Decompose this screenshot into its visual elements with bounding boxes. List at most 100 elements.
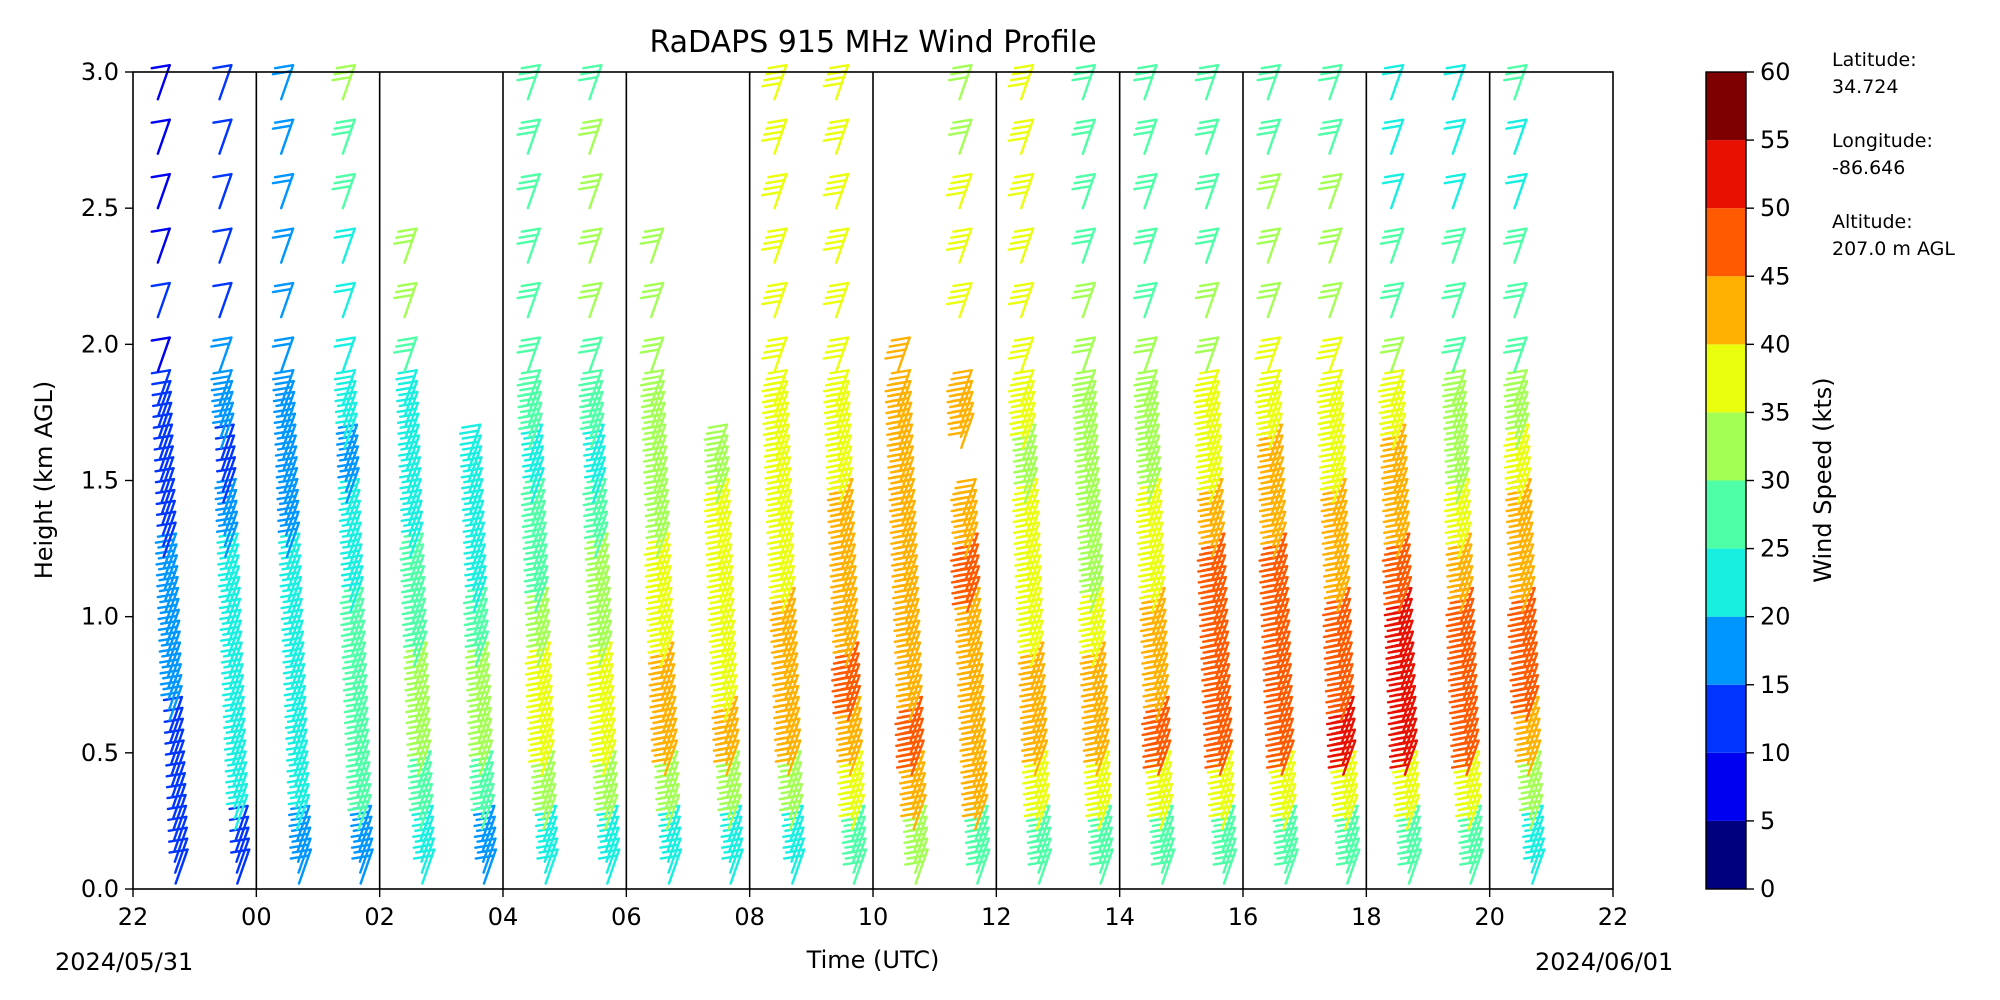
wind-barb bbox=[212, 281, 233, 319]
colorbar-tick-label: 10 bbox=[1760, 739, 1791, 767]
wind-barb bbox=[210, 379, 234, 417]
wind-barb bbox=[1443, 172, 1466, 210]
wind-barb bbox=[393, 227, 418, 264]
altitude-value: 207.0 m AGL bbox=[1832, 238, 1955, 260]
wind-barb bbox=[1379, 336, 1405, 373]
colorbar-tick-label: 20 bbox=[1760, 603, 1791, 631]
wind-barb bbox=[948, 64, 973, 101]
wind-barb bbox=[1381, 172, 1405, 210]
colorbar-bin bbox=[1706, 548, 1746, 617]
wind-barb bbox=[947, 412, 975, 450]
wind-barb bbox=[150, 281, 171, 319]
wind-barb bbox=[1194, 172, 1220, 210]
wind-barb bbox=[822, 172, 850, 210]
wind-barb bbox=[1379, 281, 1405, 319]
wind-barb bbox=[639, 369, 665, 406]
wind-barb bbox=[578, 369, 603, 406]
colorbar: 0 5 10 15 20 25 30 35 40 45 50 55 60 bbox=[1705, 58, 1791, 903]
x-tick-label: 02 bbox=[364, 903, 395, 931]
wind-barb bbox=[578, 336, 603, 373]
wind-barb bbox=[1317, 281, 1343, 319]
x-tick-label: 18 bbox=[1351, 903, 1382, 931]
wind-barb bbox=[1194, 64, 1220, 101]
wind-barb bbox=[150, 336, 171, 373]
wind-barb bbox=[331, 64, 356, 101]
x-tick-label: 12 bbox=[981, 903, 1012, 931]
hour-gridlines bbox=[255, 72, 1491, 889]
wind-barb bbox=[1502, 281, 1528, 319]
wind-barb bbox=[271, 369, 295, 406]
wind-barb bbox=[210, 369, 233, 406]
colorbar-bin bbox=[1706, 752, 1746, 821]
wind-barb bbox=[271, 64, 295, 101]
x-tick-label: 08 bbox=[734, 903, 765, 931]
colorbar-tick-label: 35 bbox=[1760, 398, 1791, 426]
wind-barb bbox=[1007, 281, 1035, 319]
y-axis-label: Height (km AGL) bbox=[30, 381, 58, 580]
x-tick-label: 00 bbox=[241, 903, 272, 931]
wind-barb bbox=[1505, 118, 1528, 155]
colorbar-bin bbox=[1706, 616, 1746, 685]
y-axis-ticks: 0.0 0.5 1.0 1.5 2.0 2.5 3.0 bbox=[81, 58, 133, 903]
wind-barb bbox=[212, 64, 233, 101]
wind-barb bbox=[1071, 118, 1096, 155]
wind-barb bbox=[1071, 172, 1096, 210]
wind-barb bbox=[271, 336, 295, 373]
plot-area: 22 00 02 04 06 08 10 12 14 16 18 20 22 0.0 0.5 1.0 1.5 2… bbox=[81, 58, 1628, 931]
colorbar-bin bbox=[1706, 344, 1746, 413]
wind-barb bbox=[1502, 64, 1528, 101]
wind-barb bbox=[945, 227, 973, 264]
longitude-label: Longitude: bbox=[1832, 130, 1933, 152]
colorbar-bin bbox=[1706, 480, 1746, 549]
x-tick-label: 14 bbox=[1104, 903, 1135, 931]
wind-barb bbox=[271, 227, 295, 264]
wind-barb bbox=[516, 118, 541, 155]
wind-barb bbox=[150, 172, 171, 210]
wind-barb bbox=[210, 336, 233, 373]
wind-barb bbox=[760, 281, 788, 319]
wind-barb bbox=[333, 336, 356, 373]
start-date-label: 2024/05/31 bbox=[55, 948, 193, 976]
y-tick-label: 2.5 bbox=[81, 194, 119, 222]
x-tick-label: 10 bbox=[858, 903, 889, 931]
y-tick-label: 1.0 bbox=[81, 603, 119, 631]
y-tick-label: 2.0 bbox=[81, 330, 119, 358]
wind-barb bbox=[1441, 227, 1466, 264]
wind-barb bbox=[1441, 281, 1466, 319]
wind-barb bbox=[1007, 172, 1035, 210]
station-info: Latitude: 34.724 Longitude: -86.646 Alti… bbox=[1832, 49, 1955, 260]
wind-barb bbox=[1254, 336, 1281, 373]
wind-barb bbox=[1194, 227, 1220, 264]
wind-barb bbox=[1317, 227, 1343, 264]
wind-barb bbox=[1502, 227, 1528, 264]
wind-barb bbox=[271, 172, 295, 210]
wind-barb bbox=[1071, 227, 1096, 264]
wind-barb bbox=[458, 423, 482, 460]
wind-barb bbox=[333, 369, 357, 406]
wind-barb bbox=[1071, 64, 1096, 101]
wind-barb bbox=[272, 379, 295, 417]
x-tick-label: 16 bbox=[1228, 903, 1259, 931]
wind-barb bbox=[212, 227, 233, 264]
wind-barb bbox=[1317, 118, 1343, 155]
wind-barb bbox=[212, 118, 233, 155]
colorbar-ticks: 0 5 10 15 20 25 30 35 40 45 50 55 60 bbox=[1746, 58, 1791, 903]
wind-barb bbox=[945, 172, 973, 210]
wind-barb bbox=[760, 227, 788, 264]
x-tick-label: 04 bbox=[488, 903, 519, 931]
wind-barb bbox=[639, 227, 665, 264]
colorbar-tick-label: 40 bbox=[1760, 330, 1791, 358]
wind-barb bbox=[1007, 336, 1035, 373]
wind-barb bbox=[578, 172, 603, 210]
wind-barb bbox=[516, 64, 541, 101]
x-tick-label: 06 bbox=[611, 903, 642, 931]
wind-barb bbox=[516, 227, 541, 264]
colorbar-tick-label: 30 bbox=[1760, 467, 1791, 495]
wind-barb bbox=[1505, 172, 1528, 210]
wind-barb bbox=[1071, 336, 1096, 373]
wind-barb bbox=[1194, 336, 1220, 373]
x-axis-ticks: 22 00 02 04 06 08 10 12 14 16 18 20 22 bbox=[118, 889, 1628, 931]
colorbar-bins bbox=[1706, 72, 1746, 889]
wind-barb bbox=[822, 64, 850, 101]
wind-barb bbox=[884, 336, 911, 373]
